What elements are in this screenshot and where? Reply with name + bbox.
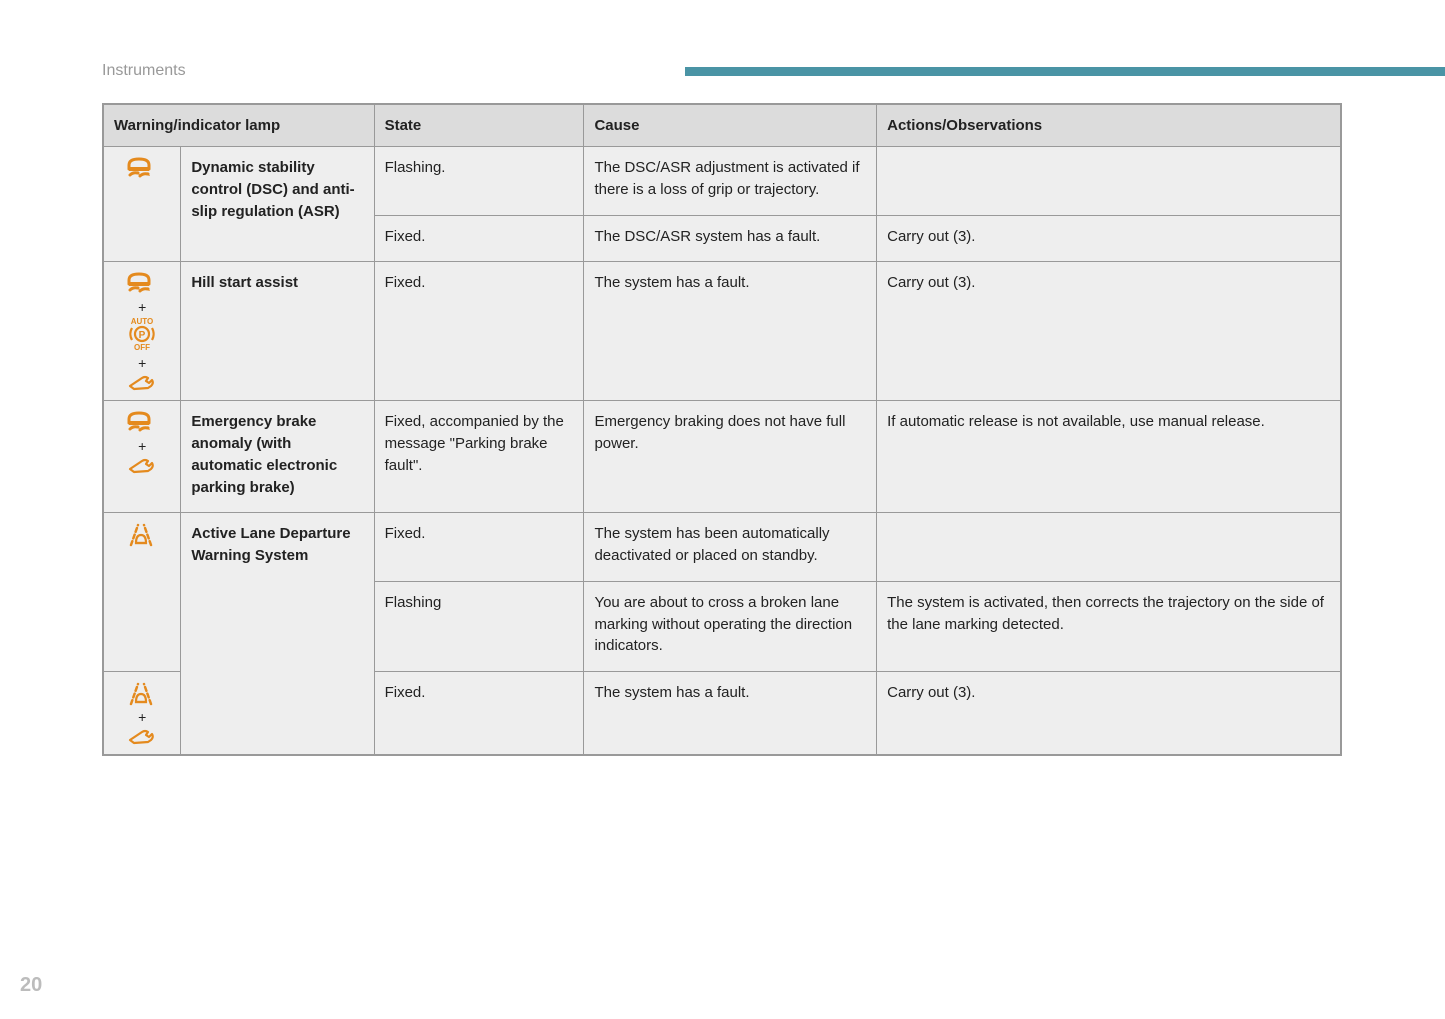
th-state: State [374,105,584,147]
wrench-icon [128,455,156,475]
warning-lamp-table: Warning/indicator lamp State Cause Actio… [102,103,1342,756]
th-cause: Cause [584,105,877,147]
ebrake-label: Emergency brake anomaly (with automatic … [181,401,374,513]
lane-r2-state: Flashing [374,581,584,671]
icon-dsc-cell [104,147,181,262]
plus-icon: + [138,439,146,453]
dsc-r2-cause: The DSC/ASR system has a fault. [584,215,877,262]
th-lamp: Warning/indicator lamp [104,105,375,147]
dsc-r2-actions: Carry out (3). [877,215,1341,262]
dsc-r2-state: Fixed. [374,215,584,262]
dsc-r1-state: Flashing. [374,147,584,216]
lane-r3-state: Fixed. [374,672,584,755]
hsa-actions: Carry out (3). [877,262,1341,401]
icon-lane2-cell: + [104,672,181,755]
lane-r1-actions [877,513,1341,582]
ebrake-actions: If automatic release is not available, u… [877,401,1341,513]
lane-label: Active Lane Departure Warning System [181,513,374,755]
dsc-label: Dynamic stability control (DSC) and anti… [181,147,374,262]
dsc-r1-cause: The DSC/ASR adjustment is activated if t… [584,147,877,216]
plus-icon: + [138,710,146,724]
lane-r3-actions: Carry out (3). [877,672,1341,755]
header-accent-bar [685,67,1445,76]
dsc-icon [125,409,159,437]
wrench-icon [128,726,156,746]
hsa-label: Hill start assist [181,262,374,401]
lane-departure-icon [127,521,157,549]
lane-r3-cause: The system has a fault. [584,672,877,755]
th-actions: Actions/Observations [877,105,1341,147]
lane-r1-state: Fixed. [374,513,584,582]
icon-ebrake-cell: + [104,401,181,513]
dsc-r1-actions [877,147,1341,216]
page-number: 20 [20,974,42,997]
parking-brake-icon [128,316,156,354]
plus-icon: + [138,356,146,370]
icon-lane1-cell [104,513,181,672]
dsc-icon [125,270,159,298]
lane-r2-cause: You are about to cross a broken lane mar… [584,581,877,671]
ebrake-cause: Emergency braking does not have full pow… [584,401,877,513]
section-title: Instruments [102,62,186,80]
hsa-state: Fixed. [374,262,584,401]
lane-r1-cause: The system has been automatically deacti… [584,513,877,582]
hsa-cause: The system has a fault. [584,262,877,401]
wrench-icon [128,372,156,392]
plus-icon: + [138,300,146,314]
ebrake-state: Fixed, accompanied by the message "Parki… [374,401,584,513]
dsc-icon [125,155,159,183]
icon-hsa-cell: + + [104,262,181,401]
lane-departure-icon [127,680,157,708]
lane-r2-actions: The system is activated, then corrects t… [877,581,1341,671]
